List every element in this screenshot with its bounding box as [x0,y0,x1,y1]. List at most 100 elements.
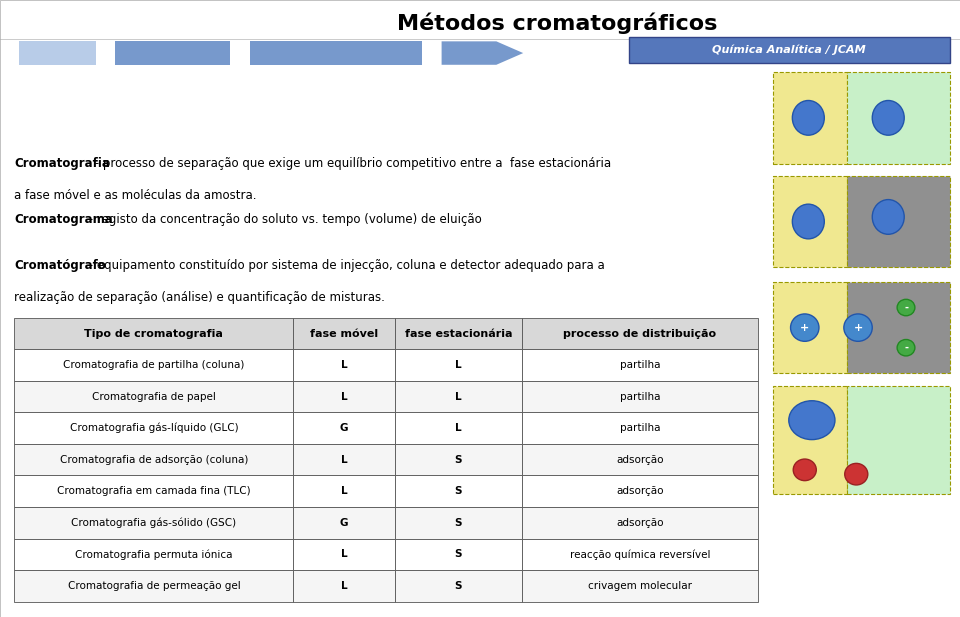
Text: S: S [454,518,462,528]
Bar [521,381,758,412]
Bar [14,476,294,507]
Ellipse shape [844,314,873,341]
Text: Cromatografia de partilha (coluna): Cromatografia de partilha (coluna) [63,360,245,370]
Text: - processo de separação que exige um equilíbrio competitivo entre a  fase estaci: - processo de separação que exige um equ… [90,157,611,170]
Bar [14,444,294,476]
Text: processo de distribuição: processo de distribuição [564,328,716,339]
Bar [848,386,950,494]
Text: Cromatografia permuta iónica: Cromatografia permuta iónica [75,549,232,560]
Text: L: L [341,392,348,402]
Text: partilha: partilha [620,392,660,402]
Bar [294,412,395,444]
Text: L: L [341,581,348,591]
Bar [19,41,96,65]
Text: fase estacionária: fase estacionária [404,328,512,339]
Bar [773,282,848,373]
Text: +: + [800,323,809,333]
Bar [521,318,758,349]
Bar [521,444,758,476]
Text: -: - [904,302,908,313]
Bar [395,570,521,602]
Text: L: L [341,549,348,559]
Bar [14,318,294,349]
Bar [294,539,395,570]
Text: Cromatografia de papel: Cromatografia de papel [92,392,216,402]
Ellipse shape [792,204,825,239]
Text: L: L [455,360,462,370]
Text: Cromatografia de adsorção (coluna): Cromatografia de adsorção (coluna) [60,455,248,465]
Text: crivagem molecular: crivagem molecular [588,581,692,591]
Text: -: - [904,342,908,353]
Bar [395,539,521,570]
Bar [773,72,848,164]
Bar [395,412,521,444]
Bar [395,444,521,476]
Bar [294,349,395,381]
Text: Cromatografia gás-líquido (GLC): Cromatografia gás-líquido (GLC) [69,423,238,433]
Bar [521,539,758,570]
Bar [14,381,294,412]
Text: Métodos cromatográficos: Métodos cromatográficos [396,12,717,33]
Text: L: L [341,455,348,465]
Text: reacção química reversível: reacção química reversível [570,549,710,560]
Text: Cromatografia em camada fina (TLC): Cromatografia em camada fina (TLC) [57,486,251,496]
Text: Cromatografia de permeação gel: Cromatografia de permeação gel [67,581,240,591]
Text: G: G [340,423,348,433]
Bar [395,318,521,349]
Text: L: L [455,392,462,402]
Text: fase móvel: fase móvel [310,328,378,339]
Bar [848,282,950,373]
Text: S: S [454,486,462,496]
Text: Cromatógrafo: Cromatógrafo [14,259,107,272]
Text: Química Analítica / JCAM: Química Analítica / JCAM [712,44,866,55]
Bar [294,507,395,539]
Ellipse shape [873,101,904,135]
Ellipse shape [898,299,915,316]
Text: adsorção: adsorção [616,455,663,465]
Text: L: L [455,423,462,433]
Bar [294,318,395,349]
Text: Tipo de cromatografia: Tipo de cromatografia [84,328,224,339]
Bar [395,476,521,507]
Bar [848,176,950,267]
Ellipse shape [845,463,868,485]
Bar [294,444,395,476]
Text: L: L [341,486,348,496]
Bar [395,507,521,539]
FancyArrow shape [442,41,523,65]
Text: - registo da concentração do soluto vs. tempo (volume) de eluição: - registo da concentração do soluto vs. … [84,213,481,226]
Bar [14,412,294,444]
Bar [19,41,96,65]
Bar [14,349,294,381]
Bar [521,570,758,602]
Ellipse shape [792,101,825,135]
Ellipse shape [873,199,904,234]
Bar [14,570,294,602]
Bar [521,412,758,444]
Text: adsorção: adsorção [616,486,663,496]
Text: Cromatografia: Cromatografia [14,157,110,170]
Bar [14,539,294,570]
Bar [521,507,758,539]
Text: +: + [853,323,863,333]
Ellipse shape [791,314,819,341]
Text: a fase móvel e as moléculas da amostra.: a fase móvel e as moléculas da amostra. [14,189,257,202]
Ellipse shape [898,339,915,356]
Text: S: S [454,455,462,465]
Text: S: S [454,549,462,559]
Text: S: S [454,581,462,591]
Bar [395,349,521,381]
Text: G: G [340,518,348,528]
Text: L: L [341,360,348,370]
Text: Cromatografia gás-sólido (GSC): Cromatografia gás-sólido (GSC) [71,518,236,528]
Bar [115,41,230,65]
Bar [848,72,950,164]
Text: partilha: partilha [620,423,660,433]
Ellipse shape [793,459,816,481]
Bar [294,476,395,507]
Bar [250,41,422,65]
Bar [395,381,521,412]
FancyBboxPatch shape [629,37,950,63]
Bar [521,349,758,381]
Text: partilha: partilha [620,360,660,370]
